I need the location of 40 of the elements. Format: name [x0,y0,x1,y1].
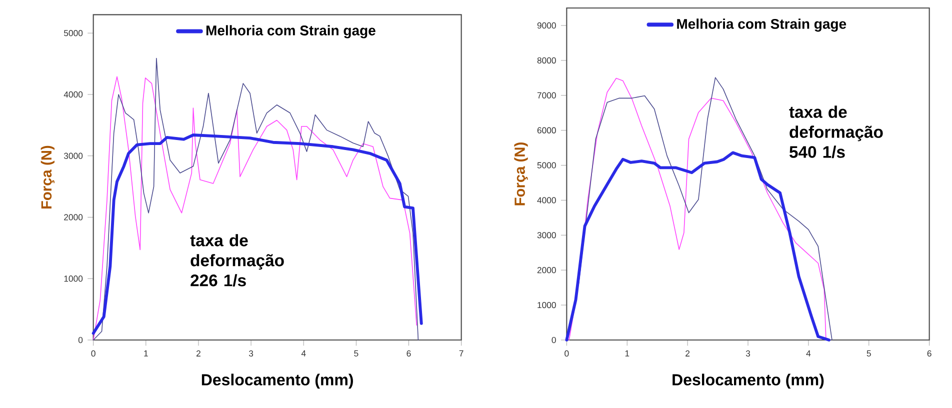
y-tick-label: 5000 [64,30,83,36]
legend-label: Melhoria com Strain gage [677,18,846,32]
x-axis-title: Deslocamento (mm) [202,374,353,389]
x-tick-label: 5 [354,350,358,356]
y-tick-label: 0 [552,336,556,344]
y-tick-label: 2000 [64,214,83,220]
x-tick-label: 2 [196,350,200,356]
line-series [92,134,423,335]
x-tick-label: 1 [144,350,148,356]
y-tick-label: 1000 [538,302,556,308]
x-axis-title: Deslocamento (mm) [672,374,824,389]
y-tick-label: 7000 [537,92,556,98]
x-tick-label: 5 [866,350,871,356]
x-tick-label: 2 [686,350,690,356]
y-tick-label: 4000 [64,91,83,98]
legend-label: Melhoria com Strain gage [206,25,376,38]
y-tick-label: 6000 [537,127,556,134]
x-tick-label: 6 [927,350,932,357]
y-tick-label: 4000 [537,197,556,204]
y-axis-title: Força (N) [40,146,54,209]
y-tick-label: 8000 [537,57,556,64]
y-tick-label: 0 [78,336,83,344]
x-tick-label: 6 [406,350,411,357]
y-tick-label: 5000 [537,162,556,168]
y-tick-label: 3000 [537,232,556,238]
y-tick-label: 9000 [537,22,556,29]
x-tick-label: 1 [625,350,630,356]
annotation: taxa de deformação 226 1/s [190,234,284,287]
annotation: taxa de deformação 540 1/s [789,106,883,158]
x-tick-label: 3 [746,350,750,357]
x-tick-label: 4 [301,350,306,356]
y-tick-label: 1000 [64,276,83,282]
y-tick-label: 3000 [64,152,83,159]
x-tick-label: 0 [91,350,96,357]
x-tick-label: 3 [248,350,254,357]
x-tick-label: 7 [459,350,464,356]
y-axis-title: Força (N) [514,142,528,206]
x-tick-label: 0 [564,350,569,357]
x-tick-label: 4 [806,350,811,356]
y-tick-label: 2000 [537,267,556,274]
